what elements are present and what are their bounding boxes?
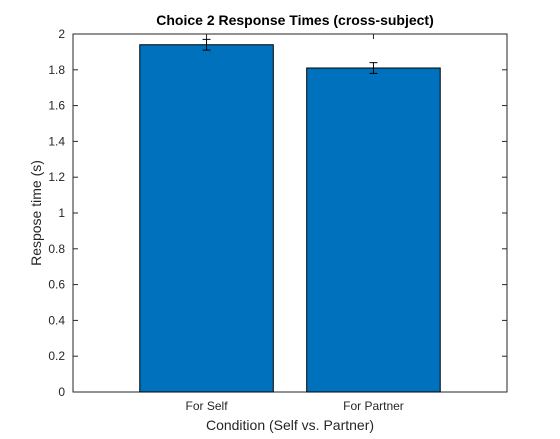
bars xyxy=(139,44,441,393)
y-tick-label: 1.8 xyxy=(48,63,65,77)
y-tick-label: 0.8 xyxy=(48,242,65,256)
y-tick-label: 1.2 xyxy=(48,170,65,184)
error-bar xyxy=(369,62,378,74)
error-bars xyxy=(202,38,378,74)
y-tick-label: 1 xyxy=(58,206,65,220)
error-bar xyxy=(202,38,211,51)
x-axis-label: Condition (Self vs. Partner) xyxy=(206,417,374,433)
x-tick-label: For Partner xyxy=(343,399,404,413)
y-axis-label: Respose time (s) xyxy=(28,160,44,266)
y-tick-label: 1.6 xyxy=(48,99,65,113)
bar-for-partner xyxy=(306,67,441,393)
y-tick-label: 0.4 xyxy=(48,313,65,327)
x-axis: For Self For Partner xyxy=(186,34,404,413)
y-tick-label: 0.2 xyxy=(48,349,65,363)
bar-for-self xyxy=(139,44,274,393)
y-tick-label: 2 xyxy=(58,27,65,41)
y-tick-label: 1.4 xyxy=(48,134,65,148)
x-tick-label: For Self xyxy=(186,399,229,413)
chart-title: Choice 2 Response Times (cross-subject) xyxy=(156,12,434,28)
y-tick-label: 0 xyxy=(58,385,65,399)
plot-area-frame xyxy=(72,33,508,393)
y-axis: 0 0.2 0.4 0.6 0.8 1 1.2 1.4 1.6 1.8 2 xyxy=(48,27,507,399)
y-tick-label: 0.6 xyxy=(48,278,65,292)
